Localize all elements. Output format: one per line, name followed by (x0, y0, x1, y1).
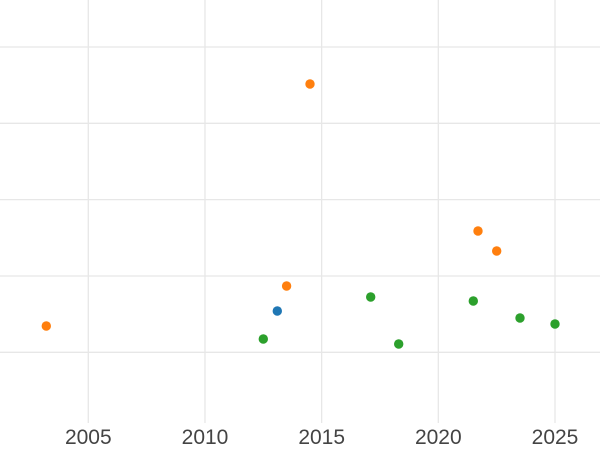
data-point-green (515, 313, 525, 323)
data-point-orange (41, 321, 51, 331)
data-point-blue (272, 306, 282, 316)
x-tick-label: 2020 (415, 426, 462, 449)
data-point-orange (305, 79, 315, 89)
x-tick-label: 2005 (65, 426, 112, 449)
x-tick-label: 2025 (532, 426, 579, 449)
data-point-green (394, 339, 404, 349)
data-point-green (550, 319, 560, 329)
data-point-green (468, 296, 478, 306)
data-point-orange (281, 281, 292, 291)
data-point-green (258, 334, 268, 344)
x-tick-label: 2010 (182, 426, 229, 449)
data-point-orange (492, 246, 502, 256)
data-point-green (366, 292, 376, 302)
x-tick-label: 2015 (298, 426, 345, 449)
data-point-orange (473, 226, 483, 236)
